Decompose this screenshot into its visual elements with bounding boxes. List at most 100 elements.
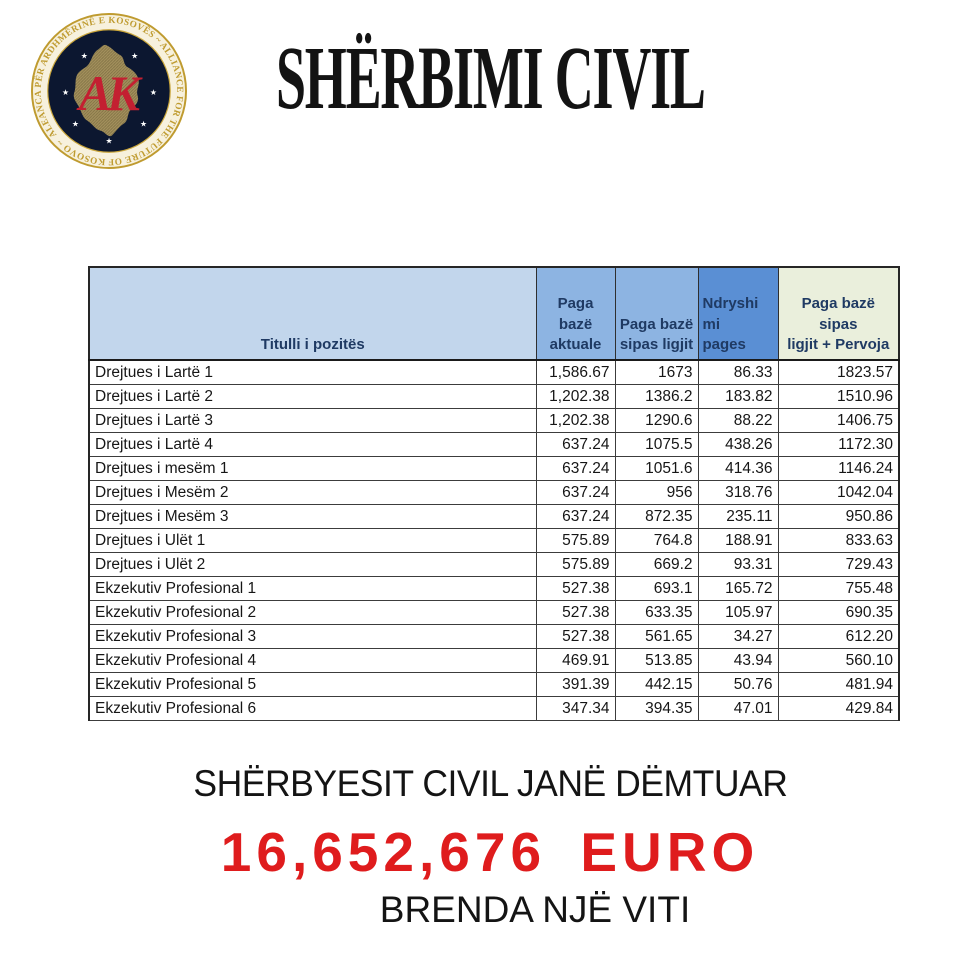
cell-position-title: Drejtues i Ulët 1: [88, 528, 537, 553]
cell-value: 442.15: [614, 672, 699, 697]
cell-value: 690.35: [777, 600, 900, 625]
cell-value: 43.94: [697, 648, 779, 673]
cell-value: 394.35: [614, 696, 699, 721]
table-row: Ekzekutiv Profesional 2 527.38 633.35 105.9…: [88, 600, 900, 625]
cell-value: 165.72: [697, 576, 779, 601]
cell-value: 833.63: [777, 528, 900, 553]
cell-value: 1,202.38: [535, 408, 616, 433]
cell-position-title: Drejtues i mesëm 1: [88, 456, 537, 481]
cell-value: 633.35: [614, 600, 699, 625]
kosovo-map-hatch: [73, 44, 139, 137]
footer-line-1-text: SHËRBYESIT CIVIL JANË DËMTUAR: [193, 763, 787, 804]
header-cell-paga-ligjit: Paga bazë sipas ligjit: [614, 266, 699, 361]
cell-position-title: Ekzekutiv Profesional 5: [88, 672, 537, 697]
salary-table-body: Drejtues i Lartë 1 1,586.67 1673 86.33 1823.…: [88, 359, 900, 721]
cell-value: 950.86: [777, 504, 900, 529]
table-row: Drejtues i mesëm 1 637.24 1051.6 414.36 1146…: [88, 456, 900, 481]
cell-value: 637.24: [535, 480, 616, 505]
cell-value: 50.76: [697, 672, 779, 697]
cell-value: 764.8: [614, 528, 699, 553]
cell-value: 872.35: [614, 504, 699, 529]
cell-value: 513.85: [614, 648, 699, 673]
cell-position-title: Drejtues i Mesëm 2: [88, 480, 537, 505]
cell-value: 527.38: [535, 600, 616, 625]
cell-value: 1823.57: [777, 359, 900, 385]
cell-value: 235.11: [697, 504, 779, 529]
star-icon: ★: [150, 88, 157, 97]
cell-value: 469.91: [535, 648, 616, 673]
footer-line-1: SHËRBYESIT CIVIL JANË DËMTUAR: [0, 762, 980, 806]
cell-position-title: Drejtues i Lartë 2: [88, 384, 537, 409]
page-title: SHËRBIMI CIVIL: [0, 34, 980, 124]
aak-logo-svg: ALEANCA PËR ARDHMËRINË E KOSOVËS ~ ALLIA…: [30, 12, 188, 170]
table-row: Drejtues i Lartë 1 1,586.67 1673 86.33 1823.…: [88, 359, 900, 385]
cell-value: 1386.2: [614, 384, 699, 409]
cell-position-title: Ekzekutiv Profesional 3: [88, 624, 537, 649]
table-row: Drejtues i Mesëm 3 637.24 872.35 235.11 950.…: [88, 504, 900, 529]
cell-position-title: Drejtues i Lartë 3: [88, 408, 537, 433]
cell-value: 729.43: [777, 552, 900, 577]
cell-value: 1146.24: [777, 456, 900, 481]
cell-value: 755.48: [777, 576, 900, 601]
star-icon: ★: [105, 136, 112, 145]
cell-value: 1290.6: [614, 408, 699, 433]
cell-value: 438.26: [697, 432, 779, 457]
cell-value: 93.31: [697, 552, 779, 577]
cell-value: 575.89: [535, 552, 616, 577]
cell-value: 88.22: [697, 408, 779, 433]
cell-position-title: Ekzekutiv Profesional 2: [88, 600, 537, 625]
table-row: Drejtues i Lartë 4 637.24 1075.5 438.26 1172…: [88, 432, 900, 457]
header-cell-titulli: Titulli i pozitës: [88, 266, 537, 361]
cell-value: 1,202.38: [535, 384, 616, 409]
cell-value: 637.24: [535, 504, 616, 529]
cell-position-title: Drejtues i Lartë 1: [88, 359, 537, 385]
star-icon: ★: [140, 120, 147, 129]
cell-value: 1075.5: [614, 432, 699, 457]
table-row: Ekzekutiv Profesional 1 527.38 693.1 165.72…: [88, 576, 900, 601]
star-icon: ★: [131, 51, 138, 60]
star-icon: ★: [81, 51, 88, 60]
cell-value: 1510.96: [777, 384, 900, 409]
page-title-text: SHËRBIMI CIVIL: [275, 29, 706, 128]
cell-value: 956: [614, 480, 699, 505]
cell-value: 414.36: [697, 456, 779, 481]
cell-value: 1051.6: [614, 456, 699, 481]
cell-value: 527.38: [535, 624, 616, 649]
cell-position-title: Drejtues i Ulët 2: [88, 552, 537, 577]
salary-table: Titulli i pozitës Paga bazë aktuale Paga…: [88, 266, 900, 721]
cell-value: 1406.75: [777, 408, 900, 433]
cell-value: 575.89: [535, 528, 616, 553]
cell-position-title: Drejtues i Mesëm 3: [88, 504, 537, 529]
cell-value: 637.24: [535, 456, 616, 481]
cell-value: 318.76: [697, 480, 779, 505]
table-row: Ekzekutiv Profesional 6 347.34 394.35 47.01…: [88, 696, 900, 721]
cell-position-title: Ekzekutiv Profesional 4: [88, 648, 537, 673]
cell-value: 1042.04: [777, 480, 900, 505]
header-cell-paga-pervoja: Paga bazë sipas ligjit + Pervoja: [777, 266, 900, 361]
table-header-row: Titulli i pozitës Paga bazë aktuale Paga…: [88, 266, 900, 361]
table-row: Drejtues i Ulët 2 575.89 669.2 93.31 729.43: [88, 552, 900, 577]
table-row: Drejtues i Mesëm 2 637.24 956 318.76 1042.04: [88, 480, 900, 505]
cell-value: 561.65: [614, 624, 699, 649]
table-row: Drejtues i Lartë 2 1,202.38 1386.2 183.82 15…: [88, 384, 900, 409]
cell-value: 188.91: [697, 528, 779, 553]
cell-value: 47.01: [697, 696, 779, 721]
table-row: Ekzekutiv Profesional 5 391.39 442.15 50.76…: [88, 672, 900, 697]
footer-line-3: BRENDA NJË VITI: [379, 889, 691, 930]
cell-value: 637.24: [535, 432, 616, 457]
cell-value: 347.34: [535, 696, 616, 721]
cell-value: 693.1: [614, 576, 699, 601]
cell-value: 429.84: [777, 696, 900, 721]
damage-amount: 16,652,676 EURO: [220, 821, 760, 883]
cell-value: 183.82: [697, 384, 779, 409]
cell-value: 1673: [614, 359, 699, 385]
cell-value: 481.94: [777, 672, 900, 697]
cell-value: 612.20: [777, 624, 900, 649]
header-cell-ndryshimi: Ndryshi mi pages: [697, 266, 779, 361]
cell-value: 391.39: [535, 672, 616, 697]
star-icon: ★: [72, 120, 79, 129]
header-cell-paga-aktuale: Paga bazë aktuale: [535, 266, 616, 361]
table-row: Ekzekutiv Profesional 4 469.91 513.85 43.94…: [88, 648, 900, 673]
cell-value: 669.2: [614, 552, 699, 577]
cell-value: 560.10: [777, 648, 900, 673]
